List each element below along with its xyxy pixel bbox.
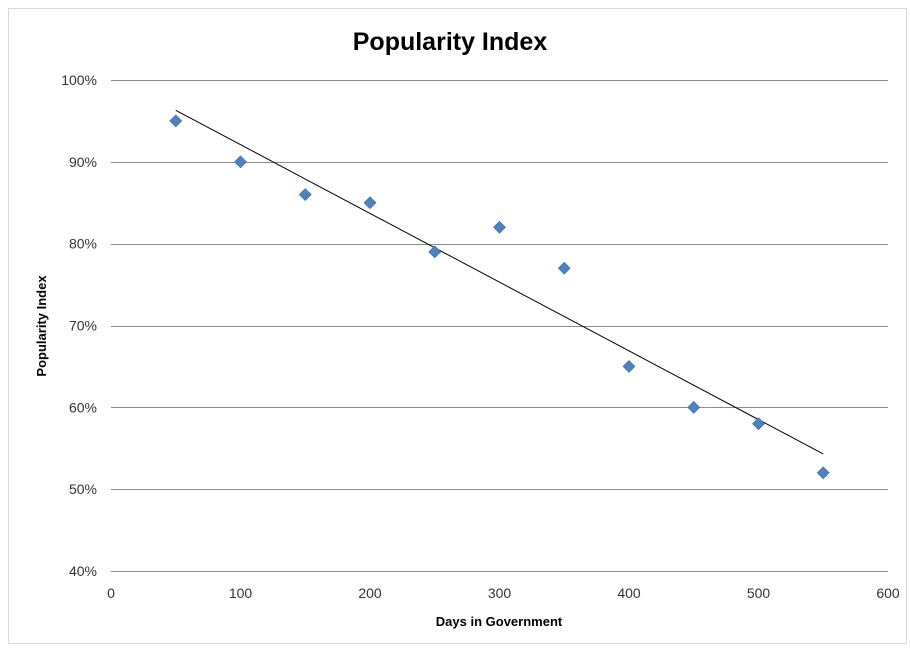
y-tick-label: 100% (61, 72, 97, 88)
x-tick-label: 300 (488, 585, 512, 601)
x-tick-label: 500 (747, 585, 771, 601)
x-tick-label: 600 (876, 585, 900, 601)
chart-title: Popularity Index (353, 28, 548, 56)
data-point-diamond (557, 261, 571, 275)
y-tick-label: 50% (69, 481, 97, 497)
data-point-diamond (493, 220, 506, 234)
y-tick-labels: 40% 50% 60% 70% 80% 90% 100% (61, 72, 97, 579)
y-tick-label: 90% (69, 154, 97, 170)
data-points (169, 114, 830, 480)
data-point-diamond (363, 196, 377, 210)
data-point-diamond (298, 188, 312, 201)
data-point-diamond (816, 466, 830, 480)
trendline-group (175, 109, 824, 455)
trendline (175, 109, 824, 455)
y-tick-label: 40% (69, 563, 97, 579)
gridlines (111, 80, 888, 572)
x-tick-labels: 0 100 200 300 400 500 600 (107, 585, 900, 601)
y-tick-label: 60% (69, 399, 97, 415)
data-point-diamond (234, 155, 247, 169)
data-point-diamond (752, 417, 765, 431)
data-point-diamond (428, 245, 442, 259)
data-point-diamond (622, 359, 636, 373)
x-tick-label: 200 (358, 585, 382, 601)
data-point-diamond (687, 400, 701, 414)
x-tick-label: 400 (617, 585, 641, 601)
x-axis-label: Days in Government (436, 614, 563, 629)
data-point-diamond (169, 114, 183, 128)
x-tick-label: 100 (229, 585, 253, 601)
y-tick-label: 70% (69, 318, 97, 334)
x-tick-label: 0 (107, 585, 115, 601)
y-tick-label: 80% (69, 236, 97, 252)
y-axis-label: Popularity Index (34, 275, 49, 377)
